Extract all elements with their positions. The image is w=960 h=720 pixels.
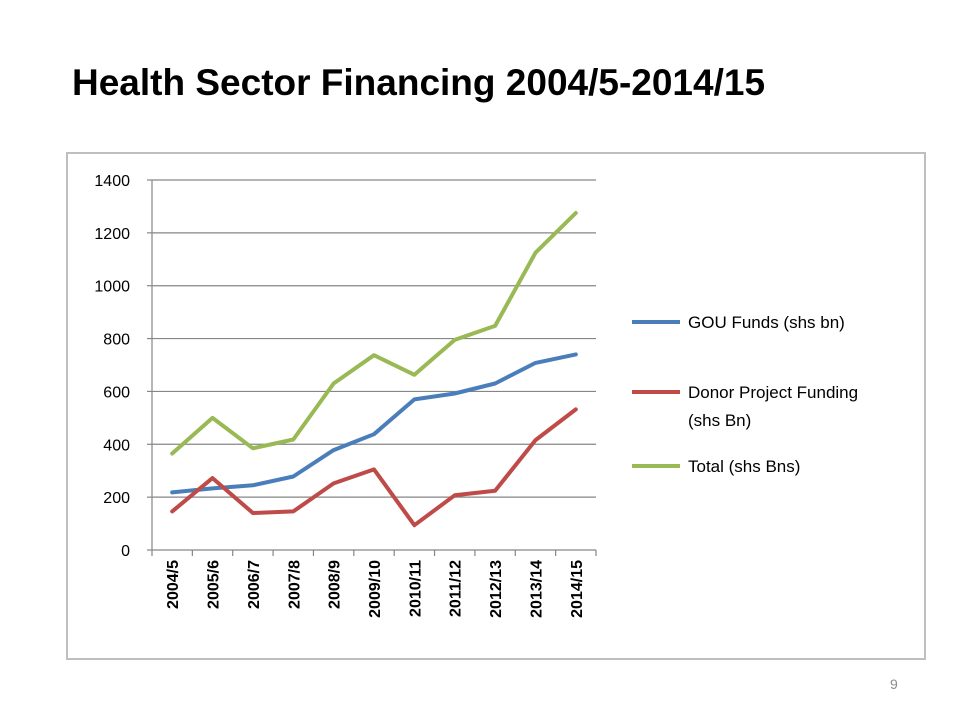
- x-tick-label: 2010/11: [407, 560, 424, 617]
- axes: [147, 179, 597, 556]
- x-tick-label: 2013/14: [528, 560, 545, 618]
- x-tick-label: 2011/12: [448, 560, 465, 617]
- series-line: [170, 407, 578, 528]
- slide-title: Health Sector Financing 2004/5-2014/15: [72, 62, 766, 103]
- chart-frame: 0 200 400 600 800 1000 1200 1400 2004/5 2005/6 20…: [66, 152, 926, 660]
- slide-number: 9: [890, 676, 898, 692]
- legend-label: Total (shs Bns): [688, 457, 800, 476]
- y-tick-label: 1200: [94, 226, 130, 243]
- x-tick-label: 2007/8: [286, 560, 303, 609]
- x-tick-label: 2012/13: [488, 560, 505, 618]
- y-tick-label: 1000: [94, 279, 130, 296]
- x-tick-label: 2005/6: [206, 560, 223, 609]
- x-tick-label: 2008/9: [327, 560, 344, 609]
- y-tick-label: 400: [103, 437, 130, 454]
- y-tick-label: 600: [103, 384, 130, 401]
- legend-label: Donor Project Funding (shs Bn): [688, 383, 858, 430]
- x-tick-label: 2009/10: [367, 560, 384, 618]
- y-tick-label: 200: [103, 490, 130, 507]
- y-tick-labels: 0 200 400 600 800 1000 1200 1400: [94, 173, 130, 560]
- x-tick-labels: 2004/5 2005/6 2006/7 2007/8 2008/9 2009/10 201…: [165, 560, 586, 618]
- gridlines: [152, 179, 596, 498]
- legend: GOU Funds (shs bn) Donor Project Funding(…: [632, 313, 858, 476]
- legend-label: GOU Funds (shs bn): [688, 313, 845, 332]
- series-line: [170, 352, 578, 495]
- x-tick-label: 2006/7: [246, 560, 263, 609]
- y-tick-label: 800: [103, 332, 130, 349]
- y-tick-label: 0: [121, 543, 130, 560]
- x-tick-label: 2004/5: [165, 560, 182, 609]
- series-line: [170, 211, 578, 456]
- x-tick-label: 2014/15: [569, 560, 586, 618]
- y-tick-label: 1400: [94, 173, 130, 190]
- series-lines: [170, 211, 578, 528]
